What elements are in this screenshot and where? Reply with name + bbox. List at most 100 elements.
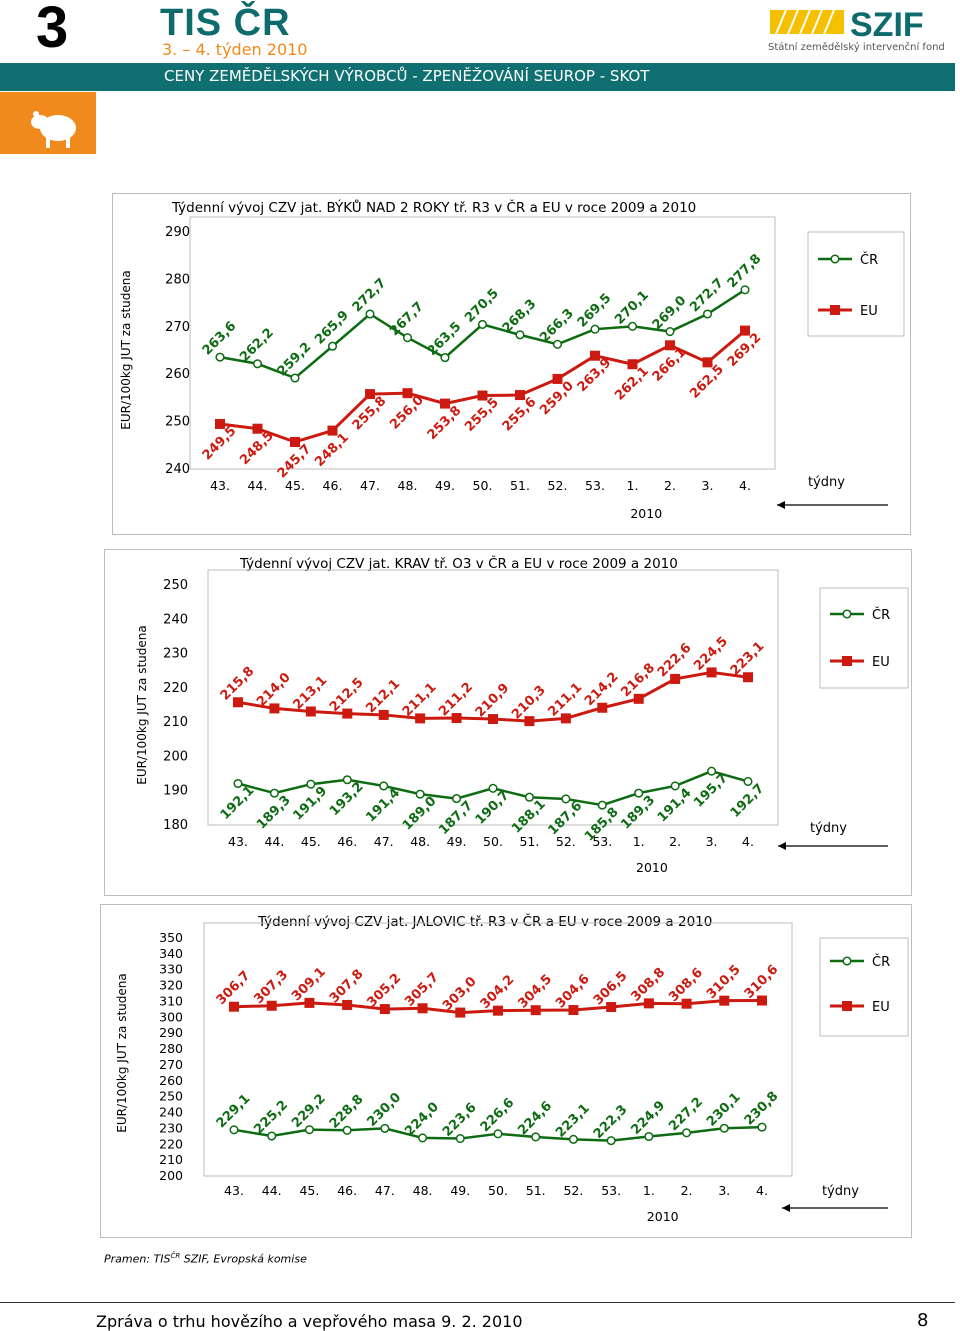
- y-tick-label: 310: [159, 993, 183, 1008]
- data-point-eu: [233, 697, 243, 708]
- y-tick-label: 240: [163, 612, 188, 627]
- x-tick-label: 46.: [337, 834, 357, 849]
- data-label-cr: 224,6: [515, 1099, 555, 1139]
- y-tick-label: 210: [159, 1152, 183, 1167]
- data-label-cr: 189,0: [400, 794, 440, 834]
- data-point-cr: [531, 1132, 541, 1142]
- data-label-cr: 269,0: [650, 293, 690, 333]
- data-label-eu: 248,5: [237, 428, 277, 468]
- x-tick-label: 44.: [264, 834, 284, 849]
- data-point-eu: [451, 713, 462, 724]
- legend-label-cr: ČR: [872, 954, 890, 970]
- data-point-eu: [252, 423, 263, 434]
- data-label-cr: 270,1: [612, 288, 652, 328]
- data-point-cr: [327, 341, 338, 351]
- data-point-cr: [229, 1125, 239, 1135]
- data-label-eu: 262,1: [612, 364, 652, 404]
- y-tick-label: 260: [165, 367, 190, 382]
- plot-area-1: [207, 569, 779, 826]
- data-label-cr: 192,7: [728, 781, 768, 821]
- x-tick-label: 48.: [410, 834, 430, 849]
- data-point-cr: [342, 1125, 352, 1135]
- data-label-eu: 262,5: [687, 362, 727, 402]
- chart-title-bulls: Týdenní vývoj CZV jat. BÝKŮ NAD 2 ROKY t…: [172, 200, 697, 216]
- y-tick-label: 330: [159, 962, 183, 977]
- x-tick-label: 52.: [556, 834, 576, 849]
- y-tick-label: 190: [163, 784, 188, 799]
- legend-box: [807, 231, 905, 337]
- data-label-cr: 223,1: [553, 1101, 593, 1141]
- x-axis-label: týdny: [822, 1184, 859, 1199]
- data-point-cr: [568, 1134, 578, 1144]
- source-prefix: Pramen: TIS: [104, 1252, 171, 1266]
- data-point-cr: [665, 326, 675, 337]
- data-label-cr: 270,5: [462, 286, 502, 326]
- data-label-cr: 191,9: [291, 784, 331, 824]
- data-point-eu: [440, 398, 450, 409]
- data-point-cr: [342, 775, 352, 785]
- data-point-eu: [568, 1005, 579, 1016]
- banner-title: CENY ZEMĚDĚLSKÝCH VÝROBCŮ - ZPENĚŽOVÁNÍ …: [164, 67, 650, 85]
- data-label-cr: 189,3: [254, 793, 294, 833]
- data-point-eu: [493, 1005, 503, 1016]
- y-tick-label: 230: [163, 647, 188, 662]
- data-label-cr: 224,0: [402, 1100, 442, 1140]
- chart-frame-heifers: [100, 904, 912, 1238]
- data-point-cr: [452, 794, 462, 804]
- footer-divider: [0, 1302, 955, 1303]
- data-point-eu: [643, 998, 654, 1009]
- data-point-eu: [560, 713, 571, 724]
- x-tick-label: 48.: [413, 1183, 433, 1198]
- szif-logo-subtitle: Státní zemědělský intervenční fond: [768, 42, 945, 53]
- y-tick-label: 240: [165, 462, 190, 477]
- y-tick-label: 320: [159, 978, 183, 993]
- data-point-eu: [552, 373, 563, 384]
- data-point-cr: [740, 285, 750, 295]
- y-tick-label: 220: [159, 1136, 183, 1151]
- data-point-cr: [440, 353, 450, 363]
- legend-box: [819, 587, 909, 689]
- data-label-eu: 255,6: [500, 395, 540, 435]
- data-point-eu: [229, 1001, 239, 1012]
- data-point-cr: [267, 1131, 277, 1141]
- data-point-cr: [418, 1133, 428, 1143]
- data-label-cr: 187,6: [546, 799, 586, 839]
- legend-marker-cr: [830, 254, 840, 264]
- data-label-eu: 249,5: [200, 424, 240, 464]
- data-point-eu: [304, 997, 315, 1008]
- x-tick-label: 44.: [262, 1183, 282, 1198]
- x-tick-label: 49.: [447, 834, 467, 849]
- axis-arrow-head: [777, 501, 785, 509]
- axis-arrow-head: [778, 842, 786, 850]
- x-tick-label: 45.: [301, 834, 321, 849]
- data-point-cr: [488, 783, 498, 793]
- data-label-cr: 192,1: [218, 783, 258, 823]
- y-tick-label: 280: [165, 272, 190, 287]
- data-point-eu: [706, 667, 717, 678]
- y-tick-label: 340: [159, 946, 183, 961]
- y-tick-label: 260: [159, 1073, 183, 1088]
- data-point-cr: [477, 319, 488, 329]
- x-tick-label: 53.: [592, 834, 612, 849]
- legend-label-cr: ČR: [872, 607, 890, 623]
- x-tick-label: 45.: [285, 478, 305, 493]
- y-tick-label: 290: [165, 225, 190, 240]
- data-point-cr: [269, 788, 279, 798]
- data-point-cr: [524, 792, 534, 802]
- data-point-eu: [305, 706, 316, 717]
- x-tick-label: 46.: [337, 1183, 357, 1198]
- legend-marker-cr: [842, 956, 852, 966]
- data-point-eu: [702, 357, 713, 368]
- data-point-eu: [524, 716, 535, 727]
- data-point-cr: [379, 781, 389, 791]
- data-point-cr: [719, 1123, 729, 1133]
- x-tick-label: 46.: [323, 478, 343, 493]
- data-label-cr: 268,3: [500, 297, 540, 337]
- legend-marker-cr: [842, 609, 852, 619]
- x-tick-label: 52.: [548, 478, 568, 493]
- data-point-eu: [743, 672, 753, 683]
- y-tick-label: 220: [163, 681, 188, 696]
- brand-title: TIS ČR: [160, 2, 291, 44]
- x-tick-label: 51.: [510, 478, 530, 493]
- data-label-cr: 191,4: [363, 786, 403, 826]
